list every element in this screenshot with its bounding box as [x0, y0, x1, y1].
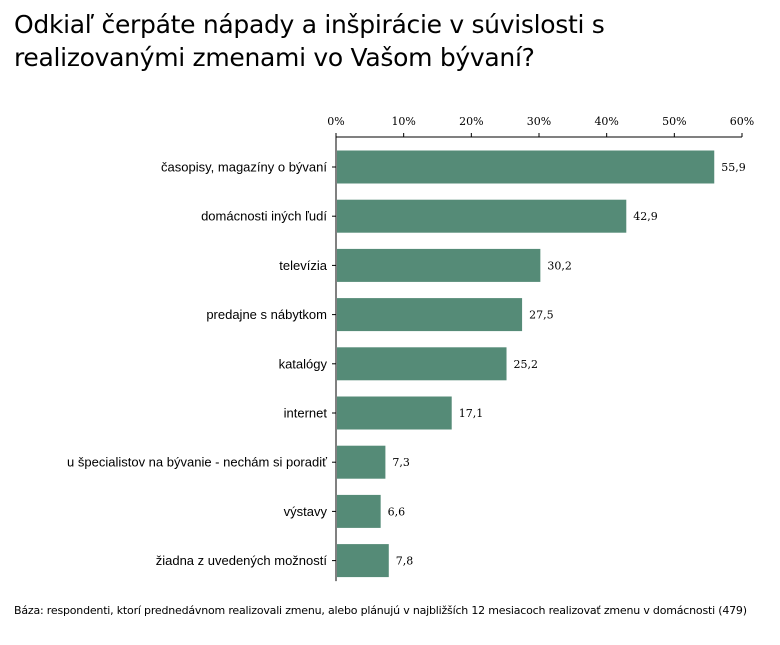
value-label: 17,1 [459, 407, 484, 420]
value-label: 6,6 [388, 505, 406, 518]
value-label: 55,9 [721, 161, 746, 174]
x-tick-label: 40% [594, 115, 618, 128]
bar [337, 445, 386, 479]
value-label: 30,2 [547, 259, 572, 272]
category-label: internet [284, 406, 328, 421]
category-label: výstavy [284, 504, 328, 519]
bar [337, 494, 381, 528]
bar [337, 544, 389, 578]
category-label: televízia [279, 258, 327, 273]
value-label: 27,5 [529, 309, 554, 322]
value-label: 25,2 [514, 358, 539, 371]
footnote: Báza: respondenti, ktorí prednedávnom re… [14, 604, 747, 617]
value-label: 7,3 [392, 456, 410, 469]
category-label: žiadna z uvedených možností [156, 553, 328, 568]
x-tick-label: 20% [459, 115, 483, 128]
bar [337, 396, 452, 430]
value-label: 7,8 [396, 555, 414, 568]
bar [337, 150, 715, 184]
category-label: domácnosti iných ľudí [201, 209, 327, 224]
x-tick-label: 10% [391, 115, 415, 128]
x-tick-label: 30% [527, 115, 551, 128]
bar-chart: 0% 10% 20% 30% 40% 50% 60% časopisy, magazíny … [67, 115, 754, 582]
x-tick-label: 60% [730, 115, 754, 128]
bar [337, 248, 541, 282]
category-label: u špecialistov na bývanie - nechám si po… [67, 455, 327, 470]
category-label: časopisy, magazíny o bývaní [161, 160, 327, 175]
bar [337, 298, 523, 332]
x-tick-label: 50% [662, 115, 686, 128]
bar [337, 347, 507, 381]
x-tick-label: 0% [327, 115, 344, 128]
value-label: 42,9 [633, 210, 658, 223]
chart-title: Odkiaľ čerpáte nápady a inšpirácie v súv… [14, 10, 605, 72]
category-label: predajne s nábytkom [206, 307, 327, 322]
bar [337, 199, 627, 233]
category-label: katalógy [279, 356, 328, 371]
